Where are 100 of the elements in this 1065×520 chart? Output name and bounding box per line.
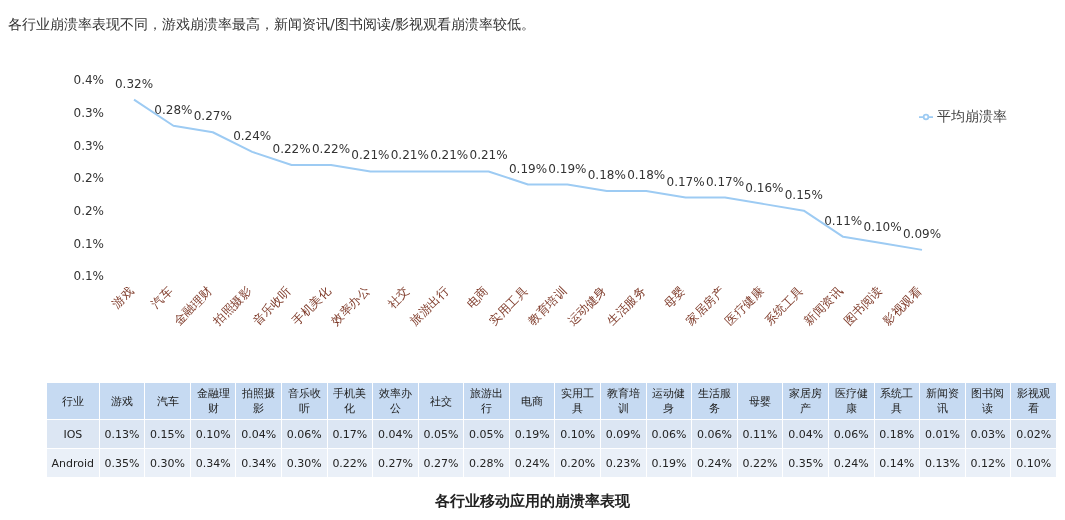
data-label: 0.22%	[311, 141, 351, 156]
category-label: 母婴	[748, 393, 773, 410]
x-tick-label: 汽车	[148, 284, 176, 312]
data-label: 0.34%	[240, 455, 278, 472]
y-tick-label: 0.2%	[73, 171, 104, 186]
category-label: 影视观看	[1016, 386, 1052, 417]
data-label: 0.17%	[666, 174, 705, 189]
data-label: 0.30%	[285, 455, 323, 472]
data-label: 0.18%	[878, 426, 916, 443]
data-label: 0.04%	[376, 426, 414, 443]
category-label: 金融理财	[195, 386, 231, 417]
data-label: 0.04%	[787, 426, 825, 443]
series-label: Android	[50, 455, 96, 472]
data-label: 0.30%	[149, 455, 186, 472]
data-label: 0.15%	[149, 426, 186, 443]
data-label: 0.18%	[627, 168, 666, 183]
category-label: 手机美化	[332, 386, 368, 417]
data-label: 0.35%	[103, 455, 141, 472]
data-label: 0.27%	[422, 455, 460, 472]
data-label: 0.05%	[422, 426, 460, 443]
data-label: 0.32%	[114, 76, 154, 91]
y-tick-label: 0.1%	[73, 269, 104, 284]
data-label: 0.28%	[154, 102, 193, 117]
data-label: 0.19%	[548, 161, 587, 176]
data-label: 0.09%	[902, 226, 942, 241]
data-label: 0.10%	[1015, 455, 1053, 472]
category-label: 游戏	[109, 393, 134, 410]
data-label: 0.17%	[705, 174, 745, 189]
x-tick-label: 生活服务	[604, 284, 649, 329]
category-label: 实用工具	[560, 386, 596, 417]
data-label: 0.24%	[233, 128, 272, 143]
data-label: 0.06%	[696, 426, 733, 443]
data-label: 0.12%	[969, 455, 1007, 472]
data-label: 0.20%	[559, 455, 597, 472]
data-label: 0.03%	[969, 426, 1007, 443]
category-label: 医疗健康	[833, 386, 869, 417]
category-label: 运动健身	[651, 386, 687, 417]
data-label: 0.02%	[1015, 426, 1053, 443]
text: 各行业移动应用的崩溃率表现	[434, 492, 631, 511]
data-label: 0.28%	[468, 455, 506, 472]
data-label: 0.21%	[351, 148, 390, 163]
data-label: 0.19%	[508, 161, 548, 176]
category-label: 系统工具	[879, 386, 915, 417]
data-label: 0.11%	[824, 213, 863, 228]
category-label: 效率办公	[377, 386, 413, 417]
category-label: 生活服务	[696, 386, 732, 417]
data-label: 0.04%	[240, 426, 278, 443]
data-label: 0.34%	[194, 455, 232, 472]
data-label: 0.22%	[741, 455, 779, 472]
data-label: 0.24%	[696, 455, 733, 472]
data-label: 0.27%	[376, 455, 414, 472]
data-label: 0.24%	[513, 455, 551, 472]
data-label: 0.19%	[513, 426, 551, 443]
category-label: 电商	[520, 393, 545, 410]
category-label: 汽车	[155, 393, 180, 410]
data-label: 0.21%	[430, 148, 469, 163]
data-label: 0.10%	[559, 426, 597, 443]
x-tick-label: 游戏	[109, 284, 137, 312]
data-label: 0.24%	[832, 455, 870, 472]
data-label: 0.06%	[650, 426, 688, 443]
data-label: 0.10%	[863, 220, 902, 235]
category-label: 拍照摄影	[241, 386, 277, 417]
data-label: 0.17%	[331, 426, 369, 443]
chart-title: 各行业崩溃率表现不同，游戏崩溃率最高，新闻资讯/图书阅读/影视观看崩溃率较低。	[8, 15, 537, 34]
category-label: 图书阅读	[970, 386, 1006, 417]
data-label: 0.22%	[272, 141, 311, 156]
data-label: 0.06%	[832, 426, 870, 443]
data-label: 0.18%	[587, 168, 626, 183]
data-label: 0.21%	[390, 148, 429, 163]
series-label: IOS	[62, 426, 84, 443]
x-tick-label: 社交	[385, 284, 412, 312]
y-tick-label: 0.3%	[73, 105, 104, 120]
data-label: 0.06%	[285, 426, 323, 443]
data-label: 0.01%	[923, 426, 961, 443]
data-label: 0.11%	[741, 426, 779, 443]
data-label: 0.21%	[469, 148, 508, 163]
data-label: 0.35%	[787, 455, 825, 472]
y-tick-label: 0.3%	[73, 138, 104, 153]
data-label: 0.14%	[878, 455, 916, 472]
data-label: 0.09%	[604, 426, 642, 443]
text: 行业	[61, 394, 84, 408]
legend-label: 平均崩溃率	[937, 108, 1007, 124]
category-label: 新闻资讯	[924, 386, 960, 417]
x-tick-label: 母婴	[660, 284, 688, 312]
category-label: 音乐收听	[286, 386, 322, 417]
data-label: 0.10%	[194, 426, 232, 443]
data-label: 0.15%	[784, 187, 823, 202]
data-label: 0.27%	[193, 109, 232, 124]
category-label: 社交	[429, 393, 453, 410]
data-label: 0.22%	[331, 455, 369, 472]
y-tick-label: 0.4%	[73, 73, 104, 88]
category-label: 家居房产	[788, 386, 824, 417]
data-label: 0.16%	[745, 181, 784, 196]
y-tick-label: 0.1%	[73, 236, 104, 251]
data-label: 0.19%	[650, 455, 688, 472]
x-tick-label: 电商	[463, 284, 491, 312]
data-label: 0.23%	[604, 455, 642, 472]
y-tick-label: 0.2%	[73, 203, 104, 218]
category-label: 旅游出行	[469, 386, 505, 417]
data-label: 0.13%	[103, 426, 141, 443]
